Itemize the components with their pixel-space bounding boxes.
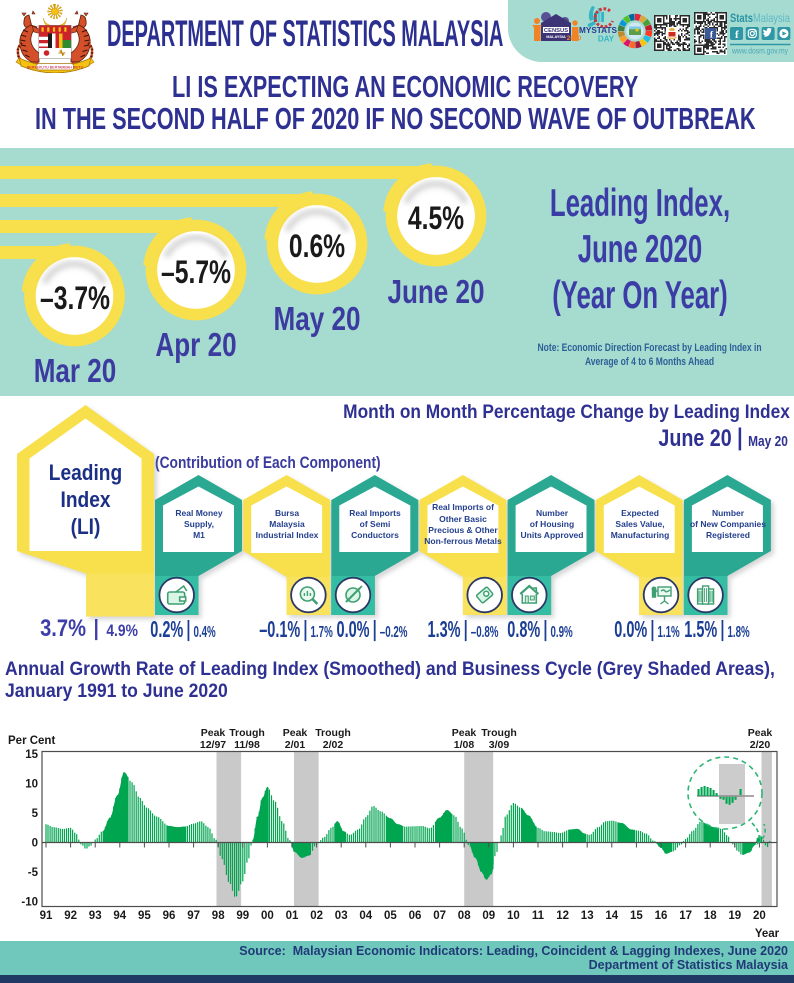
svg-text:91: 91 <box>40 910 53 922</box>
svg-text:09: 09 <box>482 910 495 922</box>
svg-text:2020: 2020 <box>567 35 582 42</box>
svg-text:06: 06 <box>409 910 422 922</box>
svg-text:92: 92 <box>64 910 77 922</box>
svg-text:12/97: 12/97 <box>200 739 226 751</box>
svg-text:20: 20 <box>753 910 766 922</box>
svg-text:StatsMalaysia: StatsMalaysia <box>730 11 790 25</box>
svg-text:11: 11 <box>532 910 545 922</box>
svg-text:f: f <box>735 29 739 41</box>
svg-text:1/08: 1/08 <box>454 739 475 751</box>
svg-text:MALAYSIA: MALAYSIA <box>546 35 566 39</box>
svg-text:-5: -5 <box>28 867 39 879</box>
svg-text:3/09: 3/09 <box>489 739 510 751</box>
svg-text:11/98: 11/98 <box>234 739 260 751</box>
svg-text:Trough: Trough <box>315 727 351 739</box>
svg-text:2/02: 2/02 <box>323 739 344 751</box>
svg-text:00: 00 <box>261 910 274 922</box>
svg-text:Trough: Trough <box>481 727 517 739</box>
svg-text:Peak: Peak <box>201 727 226 739</box>
svg-text:03: 03 <box>335 910 348 922</box>
svg-text:Peak: Peak <box>748 727 773 739</box>
svg-text:02: 02 <box>310 910 323 922</box>
svg-text:0: 0 <box>32 838 38 850</box>
svg-text:-10: -10 <box>21 897 38 909</box>
svg-text:CENSUS: CENSUS <box>544 28 568 34</box>
svg-text:www.dosm.gov.my: www.dosm.gov.my <box>731 47 788 56</box>
svg-text:98: 98 <box>212 910 225 922</box>
svg-text:Peak: Peak <box>452 727 477 739</box>
svg-text:04: 04 <box>359 910 372 922</box>
svg-text:10: 10 <box>25 779 38 791</box>
svg-text:5: 5 <box>32 808 39 820</box>
svg-text:18: 18 <box>704 910 717 922</box>
svg-text:01: 01 <box>286 910 299 922</box>
svg-text:95: 95 <box>138 910 151 922</box>
svg-text:14: 14 <box>605 910 618 922</box>
svg-text:19: 19 <box>728 910 741 922</box>
svg-text:Per Cent: Per Cent <box>8 735 55 747</box>
svg-text:12: 12 <box>556 910 569 922</box>
svg-text:99: 99 <box>236 910 249 922</box>
svg-text:96: 96 <box>163 910 176 922</box>
svg-text:BERSEKUTU BERTAMBAH MUTU: BERSEKUTU BERTAMBAH MUTU <box>27 66 84 70</box>
svg-text:93: 93 <box>89 910 102 922</box>
svg-text:2/01: 2/01 <box>285 739 306 751</box>
svg-text:15: 15 <box>25 749 38 761</box>
svg-text:Year: Year <box>755 928 780 940</box>
svg-text:Peak: Peak <box>283 727 308 739</box>
svg-text:13: 13 <box>581 910 594 922</box>
svg-text:17: 17 <box>679 910 692 922</box>
svg-text:DAY: DAY <box>598 35 615 44</box>
svg-text:07: 07 <box>433 910 446 922</box>
svg-text:Trough: Trough <box>229 727 265 739</box>
svg-text:16: 16 <box>655 910 668 922</box>
svg-text:10: 10 <box>507 910 520 922</box>
svg-text:MYSTATS: MYSTATS <box>579 26 617 35</box>
svg-text:97: 97 <box>187 910 200 922</box>
svg-text:94: 94 <box>113 910 126 922</box>
svg-text:05: 05 <box>384 910 397 922</box>
svg-text:08: 08 <box>458 910 471 922</box>
svg-text:2/20: 2/20 <box>750 739 771 751</box>
svg-text:15: 15 <box>630 910 643 922</box>
svg-text:f: f <box>710 31 714 41</box>
